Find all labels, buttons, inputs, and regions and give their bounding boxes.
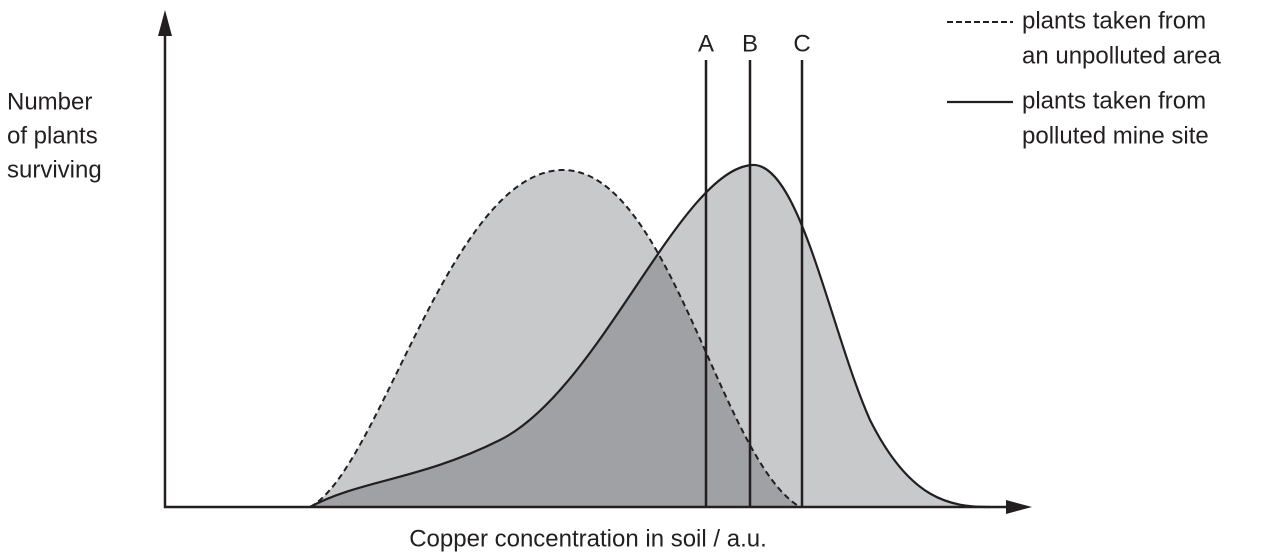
unpolluted-curve <box>309 168 801 508</box>
y-axis-label: surviving <box>7 156 102 183</box>
y-axis-label: Number <box>7 88 92 115</box>
polluted-curve <box>309 163 991 509</box>
x-axis-arrow <box>1006 500 1032 514</box>
legend-text: an unpolluted area <box>1022 42 1221 69</box>
marker-label: B <box>742 30 758 57</box>
legend-text: plants taken from <box>1022 87 1206 114</box>
y-axis-arrow <box>158 10 172 36</box>
marker-label: C <box>793 30 810 57</box>
legend-text: plants taken from <box>1022 7 1206 34</box>
legend-text: polluted mine site <box>1022 122 1209 149</box>
x-axis-label: Copper concentration in soil / a.u. <box>409 525 767 552</box>
marker-label: A <box>698 30 714 57</box>
y-axis-label: of plants <box>7 122 98 149</box>
